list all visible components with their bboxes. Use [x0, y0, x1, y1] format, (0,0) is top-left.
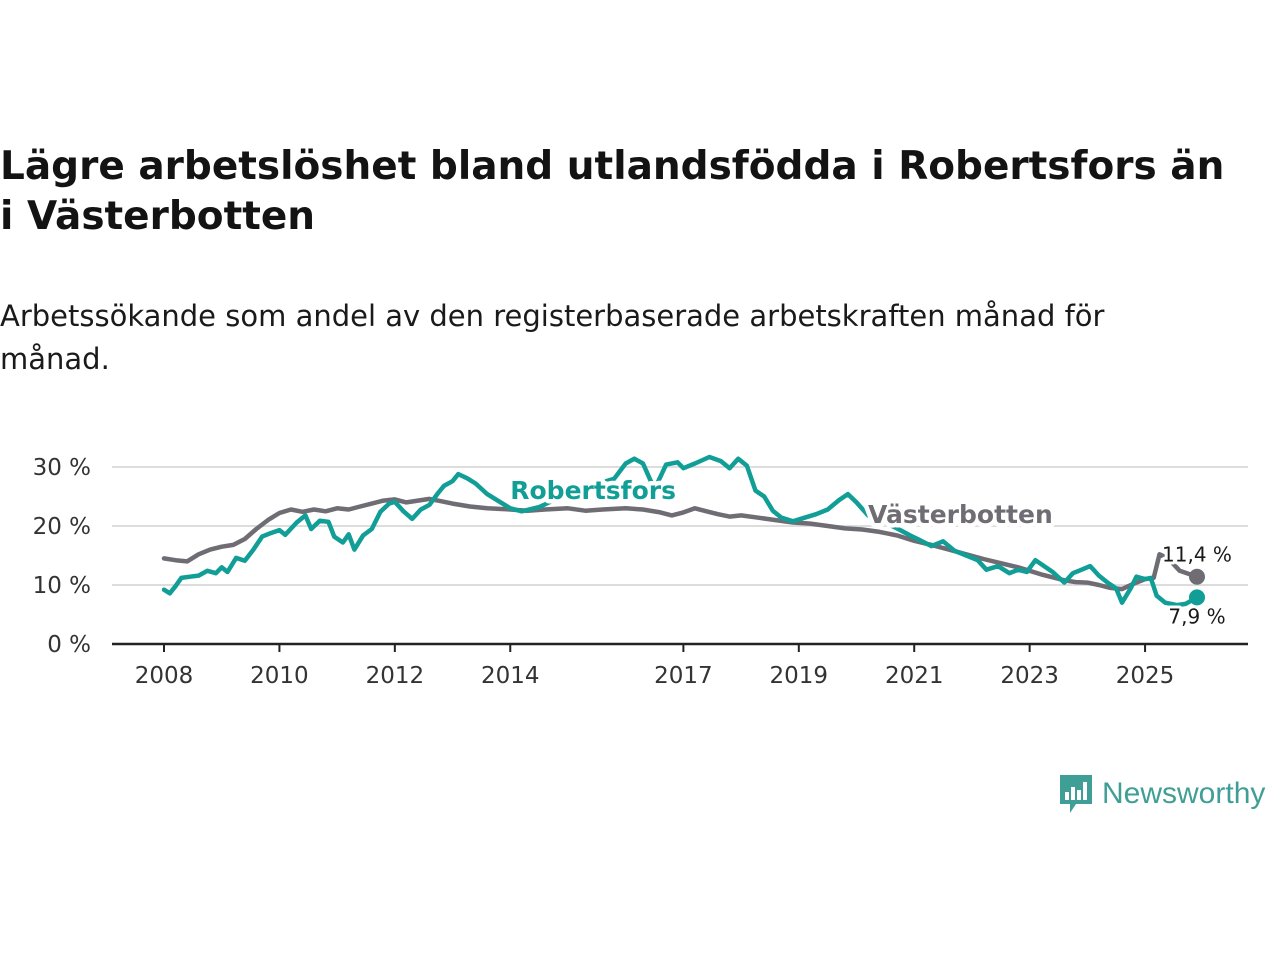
x-tick-label: 2021 [885, 663, 944, 689]
gridlines [112, 466, 1248, 586]
end-markers: 11,4 %11,4 %7,9 %7,9 % [1159, 540, 1235, 632]
series-lines [161, 454, 1200, 608]
x-axis: 2008 2010 2012 2014 2017 2019 2021 2023 2025 [112, 642, 1248, 689]
x-tick-label: 2012 [366, 663, 425, 689]
series-label-robertsfors: Robertsfors [510, 476, 676, 505]
line-chart: 0 % 10 % 20 % 30 % 2008 2010 2012 2014 2017 2019… [33, 454, 1248, 689]
series-label-vasterbotten: Västerbotten [868, 500, 1053, 529]
end-label-halo: 7,9 % [1168, 604, 1225, 628]
series-label-halo: Robertsfors [510, 476, 676, 505]
chart-title: Lägre arbetslöshet bland utlandsfödda i … [0, 144, 1225, 239]
y-tick-label: 10 % [33, 573, 91, 599]
newsworthy-logo-text: Newsworthy [1102, 777, 1266, 810]
x-tick-label: 2008 [135, 663, 194, 689]
x-tick-label: 2017 [654, 663, 713, 689]
x-tick-label: 2025 [1116, 663, 1175, 689]
x-tick-label: 2014 [481, 663, 540, 689]
end-label-vasterbotten: 11,4 % [1162, 543, 1232, 567]
y-tick-label: 0 % [47, 632, 91, 658]
x-tick-label: 2023 [1000, 663, 1059, 689]
series-label-halo: Västerbotten [868, 500, 1053, 529]
end-label-robertsfors: 7,9 % [1168, 604, 1225, 628]
x-tick-label: 2019 [770, 663, 829, 689]
newsworthy-logo-icon [1060, 775, 1092, 813]
x-tick-label: 2010 [250, 663, 309, 689]
end-dot-vasterbotten [1189, 568, 1205, 585]
y-axis-labels: 0 % 10 % 20 % 30 % [33, 455, 91, 658]
y-tick-label: 20 % [33, 514, 91, 540]
end-label-halo: 11,4 % [1162, 543, 1232, 567]
series-line-robertsfors [161, 454, 1200, 608]
newsworthy-logo: Newsworthy [1058, 772, 1265, 816]
chart-subtitle: Arbetssökande som andel av den registerb… [0, 299, 1105, 376]
series-annotations: RobertsforsRobertsforsVästerbottenVäster… [506, 471, 1058, 533]
y-tick-label: 30 % [33, 455, 91, 481]
end-dot-robertsfors [1189, 589, 1205, 606]
